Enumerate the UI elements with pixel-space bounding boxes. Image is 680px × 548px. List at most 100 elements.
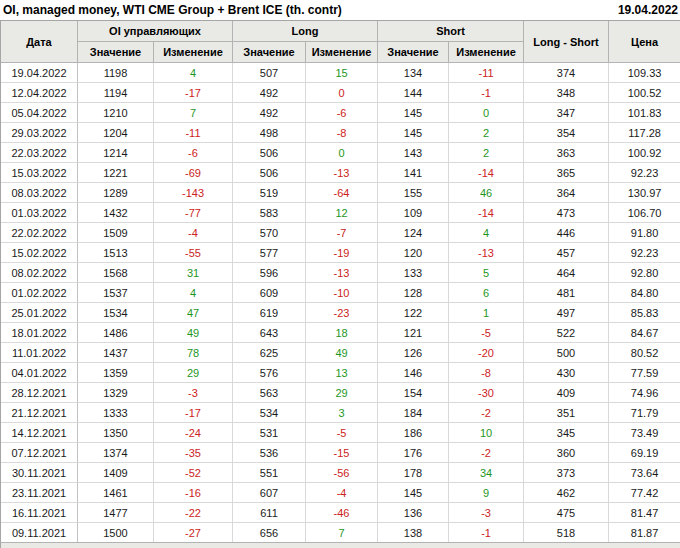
oi-change-cell: 4	[154, 283, 233, 303]
long-value-cell: 611	[233, 503, 306, 523]
oi-change-cell: -4	[154, 223, 233, 243]
oi-value-cell: 1210	[78, 103, 154, 123]
oi-change-cell: -55	[154, 243, 233, 263]
date-cell: 23.11.2021	[1, 483, 78, 503]
oi-value-cell: 1329	[78, 383, 154, 403]
short-value-cell: 176	[378, 443, 449, 463]
table-body: 19.04.20221198450715134-11374109.3312.04…	[1, 63, 680, 543]
price-cell: 77.42	[609, 483, 680, 503]
oi-change-cell: -69	[154, 163, 233, 183]
price-cell: 117.28	[609, 123, 680, 143]
date-cell: 14.12.2021	[1, 423, 78, 443]
price-cell: 91.80	[609, 223, 680, 243]
table-row: 23.11.20211461-16607-4145946277.42	[1, 483, 680, 503]
table-row: 08.03.20221289-143519-6415546364130.97	[1, 183, 680, 203]
oi-value-cell: 1204	[78, 123, 154, 143]
oi-value-cell: 1534	[78, 303, 154, 323]
long-change-cell: -46	[306, 503, 378, 523]
table-row: 04.01.202213592957613146-843077.59	[1, 363, 680, 383]
table-row: 29.03.20221204-11498-81452354117.28	[1, 123, 680, 143]
date-cell: 16.11.2021	[1, 503, 78, 523]
long-short-cell: 430	[524, 363, 609, 383]
report-date: 19.04.2022	[618, 3, 678, 17]
short-value-cell: 133	[378, 263, 449, 283]
long-value-cell: 643	[233, 323, 306, 343]
short-change-cell: 2	[449, 123, 524, 143]
long-value-cell: 570	[233, 223, 306, 243]
oi-change-cell: -52	[154, 463, 233, 483]
long-short-cell: 464	[524, 263, 609, 283]
date-cell: 01.02.2022	[1, 283, 78, 303]
long-short-cell: 345	[524, 423, 609, 443]
table-row: 22.02.20221509-4570-7124444691.80	[1, 223, 680, 243]
title-bar: OI, managed money, WTI CME Group + Brent…	[0, 0, 680, 20]
date-cell: 22.02.2022	[1, 223, 78, 243]
price-cell: 100.52	[609, 83, 680, 103]
short-value-cell: 124	[378, 223, 449, 243]
header-price: Цена	[609, 21, 680, 63]
price-cell: 100.92	[609, 143, 680, 163]
long-short-cell: 446	[524, 223, 609, 243]
oi-change-cell: -27	[154, 523, 233, 543]
header-short-value: Значение	[378, 42, 449, 63]
long-change-cell: -13	[306, 263, 378, 283]
oi-data-table: Дата OI управляющих Long Short Long - Sh…	[0, 20, 680, 543]
oi-value-cell: 1432	[78, 203, 154, 223]
price-cell: 109.33	[609, 63, 680, 83]
long-value-cell: 534	[233, 403, 306, 423]
long-short-cell: 363	[524, 143, 609, 163]
long-change-cell: 0	[306, 83, 378, 103]
short-change-cell: -14	[449, 203, 524, 223]
short-change-cell: 0	[449, 103, 524, 123]
header-long-short: Long - Short	[524, 21, 609, 63]
date-cell: 15.02.2022	[1, 243, 78, 263]
price-cell: 84.67	[609, 323, 680, 343]
oi-value-cell: 1214	[78, 143, 154, 163]
oi-value-cell: 1537	[78, 283, 154, 303]
oi-value-cell: 1461	[78, 483, 154, 503]
long-short-cell: 497	[524, 303, 609, 323]
long-change-cell: -8	[306, 123, 378, 143]
short-change-cell: -2	[449, 403, 524, 423]
short-change-cell: -2	[449, 443, 524, 463]
table-row: 07.12.20211374-35536-15176-236069.19	[1, 443, 680, 463]
oi-change-cell: 47	[154, 303, 233, 323]
table-header: Дата OI управляющих Long Short Long - Sh…	[1, 21, 680, 63]
date-cell: 11.01.2022	[1, 343, 78, 363]
date-cell: 09.11.2021	[1, 523, 78, 543]
oi-change-cell: -3	[154, 383, 233, 403]
long-change-cell: 3	[306, 403, 378, 423]
header-date: Дата	[1, 21, 78, 63]
table-row: 19.04.20221198450715134-11374109.33	[1, 63, 680, 83]
price-cell: 69.19	[609, 443, 680, 463]
table-row: 11.01.202214377862549126-2050080.52	[1, 343, 680, 363]
oi-change-cell: -24	[154, 423, 233, 443]
oi-value-cell: 1289	[78, 183, 154, 203]
short-change-cell: -1	[449, 83, 524, 103]
oi-value-cell: 1477	[78, 503, 154, 523]
long-change-cell: -15	[306, 443, 378, 463]
oi-change-cell: 7	[154, 103, 233, 123]
oi-change-cell: 29	[154, 363, 233, 383]
header-group-row: Дата OI управляющих Long Short Long - Sh…	[1, 21, 680, 42]
long-value-cell: 619	[233, 303, 306, 323]
table-row: 05.04.202212107492-61450347101.83	[1, 103, 680, 123]
oi-change-cell: -11	[154, 123, 233, 143]
short-value-cell: 145	[378, 103, 449, 123]
date-cell: 12.04.2022	[1, 83, 78, 103]
oi-value-cell: 1409	[78, 463, 154, 483]
long-short-cell: 351	[524, 403, 609, 423]
price-cell: 92.23	[609, 163, 680, 183]
short-change-cell: 6	[449, 283, 524, 303]
date-cell: 01.03.2022	[1, 203, 78, 223]
price-cell: 73.49	[609, 423, 680, 443]
long-short-cell: 481	[524, 283, 609, 303]
oi-change-cell: 31	[154, 263, 233, 283]
table-row: 22.03.20221214-650601432363100.92	[1, 143, 680, 163]
long-value-cell: 506	[233, 163, 306, 183]
short-value-cell: 120	[378, 243, 449, 263]
oi-change-cell: -16	[154, 483, 233, 503]
long-change-cell: 15	[306, 63, 378, 83]
short-change-cell: 9	[449, 483, 524, 503]
long-change-cell: -6	[306, 103, 378, 123]
